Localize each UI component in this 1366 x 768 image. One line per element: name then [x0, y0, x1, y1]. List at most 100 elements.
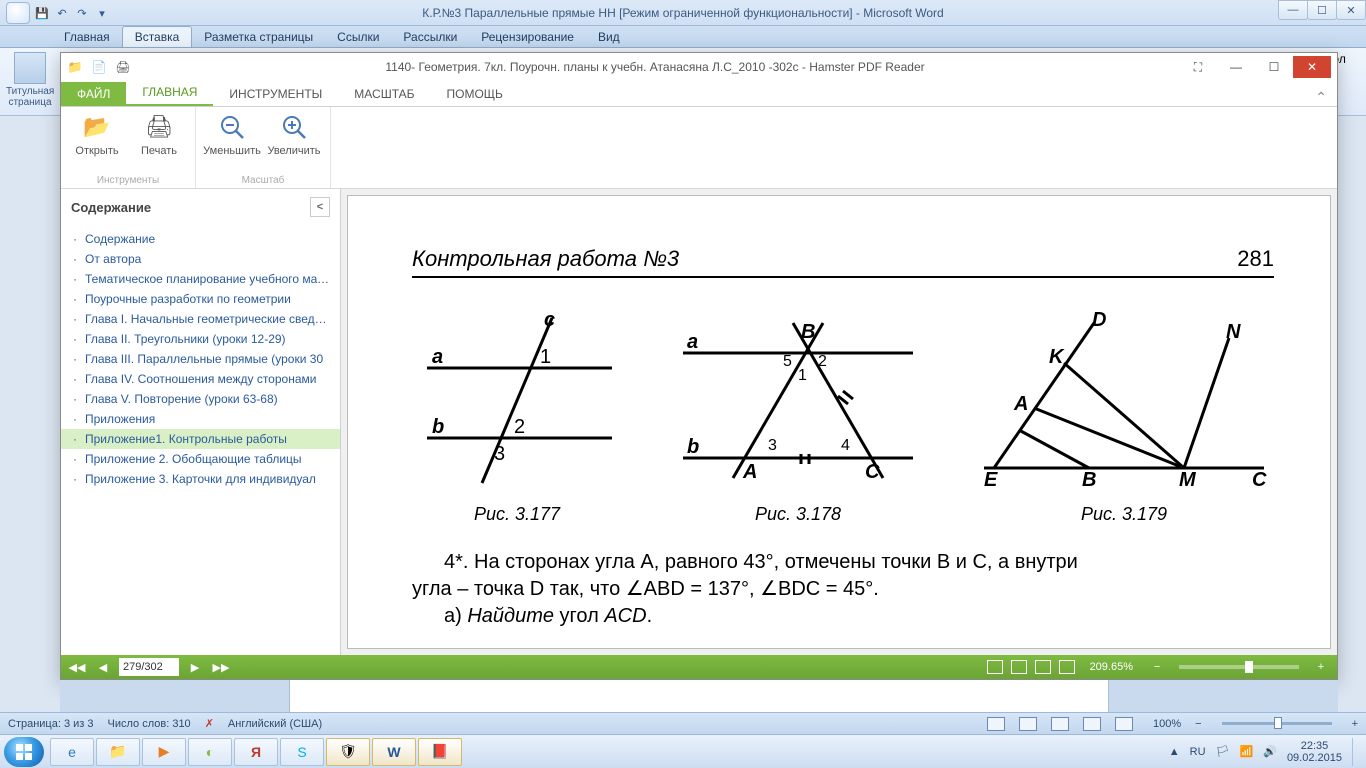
toc-item[interactable]: Глава I. Начальные геометрические сведен…: [61, 309, 340, 329]
pdf-zoom-slider[interactable]: [1179, 665, 1299, 669]
pdf-first-page-button[interactable]: ◀◀: [67, 658, 87, 676]
pdf-zoom-in-btn[interactable]: +: [1311, 658, 1331, 676]
word-language[interactable]: Английский (США): [228, 718, 322, 730]
pdf-maximize-button[interactable]: ☐: [1255, 56, 1293, 78]
zoom-in-icon: [278, 111, 310, 143]
pdf-zoom-out-button[interactable]: Уменьшить: [204, 111, 260, 175]
pdf-zoom-in-button[interactable]: Увеличить: [266, 111, 322, 175]
pdf-fullscreen-button[interactable]: ⛶: [1179, 56, 1217, 78]
taskbar-explorer[interactable]: 📁: [96, 738, 140, 766]
word-close-button[interactable]: ✕: [1336, 0, 1366, 20]
word-minimize-button[interactable]: —: [1278, 0, 1308, 20]
office-button[interactable]: [6, 2, 30, 24]
taskbar-skype[interactable]: S: [280, 738, 324, 766]
pdf-last-page-button[interactable]: ▶▶: [211, 658, 231, 676]
taskbar-security[interactable]: 🛡: [326, 738, 370, 766]
tray-lang[interactable]: RU: [1190, 746, 1206, 758]
word-zoom-in-btn[interactable]: +: [1352, 718, 1358, 730]
word-view-draft-icon[interactable]: [1115, 717, 1133, 731]
word-titlebar: 💾 ↶ ↷ ▾ К.Р.№3 Параллельные прямые НН [Р…: [0, 0, 1366, 26]
start-button[interactable]: [4, 737, 44, 767]
pdf-tab-tools[interactable]: ИНСТРУМЕНТЫ: [213, 82, 338, 106]
pdf-tab-file[interactable]: ФАЙЛ: [61, 82, 126, 106]
taskbar-word[interactable]: W: [372, 738, 416, 766]
redo-icon[interactable]: ↷: [74, 5, 90, 21]
svg-text:D: D: [1092, 309, 1106, 331]
tray-flag-icon[interactable]: 🏳: [1216, 745, 1230, 758]
save-icon[interactable]: 💾: [34, 5, 50, 21]
taskbar-media[interactable]: ▶: [142, 738, 186, 766]
sidebar-title: Содержание: [71, 200, 151, 215]
toc-item[interactable]: Тематическое планирование учебного матер…: [61, 269, 340, 289]
toc-item[interactable]: Глава V. Повторение (уроки 63-68): [61, 389, 340, 409]
word-window-controls: — ☐ ✕: [1279, 0, 1366, 20]
tray-volume-icon[interactable]: 🔊: [1263, 745, 1277, 758]
show-desktop-button[interactable]: [1352, 738, 1362, 766]
pdf-tab-help[interactable]: ПОМОЩЬ: [431, 82, 519, 106]
word-tab-mailings[interactable]: Рассылки: [391, 27, 469, 47]
qat-dropdown-icon[interactable]: ▾: [94, 5, 110, 21]
word-zoom-label[interactable]: 100%: [1153, 718, 1181, 730]
svg-text:b: b: [687, 436, 699, 458]
word-tab-insert[interactable]: Вставка: [122, 26, 193, 47]
pdf-page-area[interactable]: Контрольная работа №3 281: [341, 189, 1337, 655]
pdf-zoom-label: 209.65%: [1090, 661, 1133, 673]
tray-network-icon[interactable]: 📶: [1240, 745, 1254, 758]
tray-clock[interactable]: 22:35 09.02.2015: [1287, 740, 1342, 764]
word-zoom-slider[interactable]: [1222, 722, 1332, 725]
word-cover-page-button[interactable]: Титульная страница: [6, 52, 54, 108]
export-icon[interactable]: 📄: [91, 59, 107, 75]
pdf-prev-page-button[interactable]: ◀: [93, 658, 113, 676]
word-word-count[interactable]: Число слов: 310: [108, 718, 191, 730]
word-zoom-out-btn[interactable]: −: [1195, 718, 1201, 730]
word-view-read-icon[interactable]: [1019, 717, 1037, 731]
word-tab-view[interactable]: Вид: [586, 27, 632, 47]
toc-item[interactable]: Приложения: [61, 409, 340, 429]
pdf-open-button[interactable]: 📂 Открыть: [69, 111, 125, 175]
printer-icon[interactable]: 🖨: [115, 59, 131, 75]
toc-item[interactable]: От автора: [61, 249, 340, 269]
undo-icon[interactable]: ↶: [54, 5, 70, 21]
taskbar-pdf[interactable]: 📕: [418, 738, 462, 766]
toc-item[interactable]: Приложение 3. Карточки для индивидуал: [61, 469, 340, 489]
pdf-zoom-out-btn[interactable]: −: [1147, 658, 1167, 676]
pdf-view-mode-2[interactable]: [1011, 660, 1027, 674]
pdf-ribbon-collapse-icon[interactable]: ⌃: [1305, 89, 1337, 106]
proofing-icon[interactable]: ✗: [205, 717, 214, 730]
word-page-indicator[interactable]: Страница: 3 из 3: [8, 718, 94, 730]
word-tab-home[interactable]: Главная: [52, 27, 122, 47]
toc-item[interactable]: Содержание: [61, 229, 340, 249]
word-maximize-button[interactable]: ☐: [1307, 0, 1337, 20]
word-tab-review[interactable]: Рецензирование: [469, 27, 586, 47]
pdf-close-button[interactable]: ✕: [1293, 56, 1331, 78]
toc-item[interactable]: Приложение 2. Обобщающие таблицы: [61, 449, 340, 469]
taskbar-ie[interactable]: e: [50, 738, 94, 766]
pdf-next-page-button[interactable]: ▶: [185, 658, 205, 676]
pdf-page-input[interactable]: [119, 658, 179, 676]
toc-item[interactable]: Поурочные разработки по геометрии: [61, 289, 340, 309]
folder-icon[interactable]: 📁: [67, 59, 83, 75]
pdf-tab-zoom[interactable]: МАСШТАБ: [338, 82, 430, 106]
toc-item[interactable]: Глава III. Параллельные прямые (уроки 30: [61, 349, 340, 369]
pdf-tab-main[interactable]: ГЛАВНАЯ: [126, 80, 213, 106]
word-page[interactable]: [289, 680, 1109, 714]
toc-item-selected[interactable]: Приложение1. Контрольные работы: [61, 429, 340, 449]
word-tab-references[interactable]: Ссылки: [325, 27, 391, 47]
toc-item[interactable]: Глава II. Треугольники (уроки 12-29): [61, 329, 340, 349]
problem-line-2: угла – точка D так, что ∠ABD = 137°, ∠BD…: [412, 578, 879, 600]
taskbar-app-1[interactable]: ◐: [188, 738, 232, 766]
taskbar-yandex[interactable]: Я: [234, 738, 278, 766]
sidebar-collapse-button[interactable]: <: [310, 197, 330, 217]
pdf-print-button[interactable]: 🖨 Печать: [131, 111, 187, 175]
pdf-view-mode-3[interactable]: [1035, 660, 1051, 674]
word-tab-layout[interactable]: Разметка страницы: [192, 27, 325, 47]
word-view-outline-icon[interactable]: [1083, 717, 1101, 731]
pdf-minimize-button[interactable]: —: [1217, 56, 1255, 78]
toc-item[interactable]: Глава IV. Соотношения между сторонами: [61, 369, 340, 389]
pdf-view-mode-1[interactable]: [987, 660, 1003, 674]
word-view-print-icon[interactable]: [987, 717, 1005, 731]
tray-expand-icon[interactable]: ▲: [1169, 746, 1180, 758]
svg-text:A: A: [1013, 393, 1028, 415]
word-view-web-icon[interactable]: [1051, 717, 1069, 731]
pdf-view-mode-4[interactable]: [1059, 660, 1075, 674]
